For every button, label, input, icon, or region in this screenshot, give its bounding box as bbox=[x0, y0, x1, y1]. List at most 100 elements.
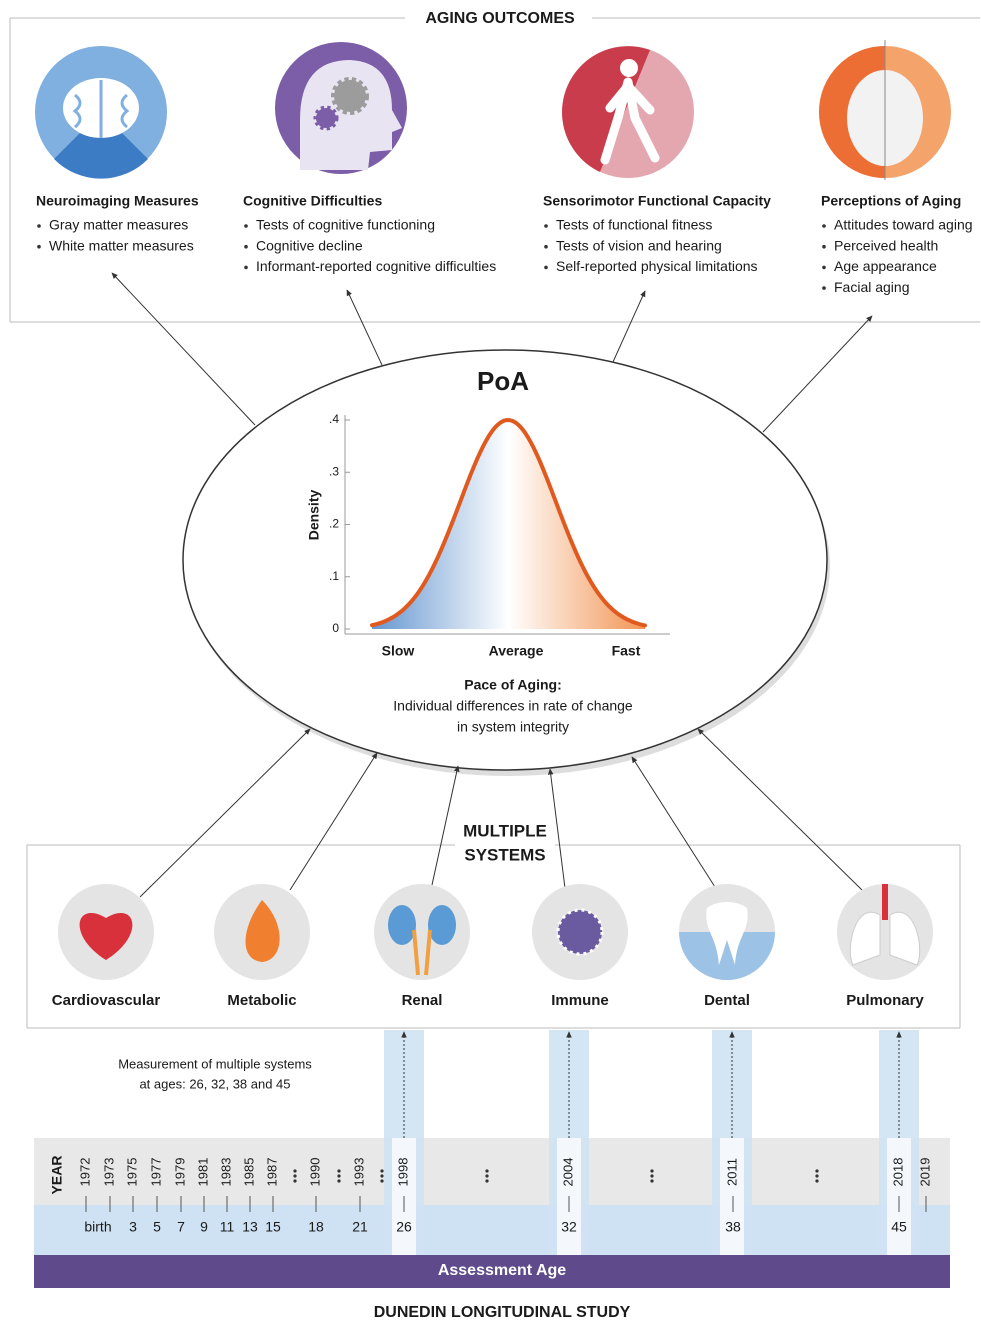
system-label: Metabolic bbox=[227, 992, 296, 1009]
age: 26 bbox=[396, 1219, 412, 1235]
arrow bbox=[547, 768, 566, 889]
year: 2004 bbox=[560, 1158, 575, 1187]
y-tick-label: .3 bbox=[329, 464, 339, 478]
y-tick-label: .4 bbox=[329, 412, 339, 426]
ellipsis-dot bbox=[380, 1179, 384, 1183]
brain-fold bbox=[72, 93, 130, 129]
water bbox=[679, 932, 775, 980]
bullet bbox=[822, 244, 826, 249]
systems-title: MULTIPLE bbox=[463, 821, 547, 840]
band-label: Assessment Age bbox=[438, 1262, 566, 1279]
bullet bbox=[822, 265, 826, 270]
icon-neuro bbox=[35, 46, 167, 179]
ellipsis-dot bbox=[650, 1169, 654, 1173]
outcome-item: Tests of cognitive functioning bbox=[256, 217, 435, 233]
year: 1987 bbox=[264, 1158, 279, 1187]
arrow bbox=[139, 728, 311, 898]
age: 3 bbox=[129, 1219, 137, 1235]
curve-fill bbox=[372, 420, 645, 629]
outcome-item: Tests of vision and hearing bbox=[556, 237, 722, 253]
arrow bbox=[346, 289, 383, 366]
arrow bbox=[111, 272, 256, 426]
year: 1972 bbox=[77, 1158, 92, 1187]
year: 1975 bbox=[124, 1158, 139, 1187]
bullet bbox=[244, 265, 248, 270]
arrow bbox=[762, 315, 873, 433]
section-title: AGING OUTCOMES bbox=[425, 10, 575, 27]
density-curve bbox=[370, 417, 647, 628]
ellipsis-dot bbox=[485, 1174, 489, 1178]
gear bbox=[313, 105, 339, 131]
x-label: Fast bbox=[612, 643, 641, 659]
assessment-band bbox=[34, 1255, 950, 1288]
outcome-title: Cognitive Difficulties bbox=[243, 193, 382, 209]
arrow bbox=[631, 756, 716, 888]
year: 1977 bbox=[148, 1158, 163, 1187]
bullet bbox=[244, 244, 248, 249]
kidney bbox=[388, 905, 416, 945]
bullet bbox=[822, 224, 826, 228]
year: 1979 bbox=[172, 1158, 187, 1187]
year: 1985 bbox=[241, 1158, 256, 1187]
measure-core bbox=[720, 1138, 744, 1255]
outcome-item: Cognitive decline bbox=[256, 237, 363, 253]
age: 7 bbox=[177, 1219, 185, 1235]
age: 18 bbox=[308, 1219, 324, 1235]
ellipsis-dot bbox=[337, 1179, 341, 1183]
walker-head bbox=[620, 59, 638, 77]
outcome-item: Self-reported physical limitations bbox=[556, 258, 758, 274]
ellipsis-dot bbox=[293, 1174, 297, 1178]
bullet bbox=[37, 244, 41, 249]
arrow bbox=[289, 752, 378, 891]
age: 9 bbox=[200, 1219, 208, 1235]
icon-cognitive bbox=[275, 42, 407, 174]
caption-line: Individual differences in rate of change bbox=[393, 698, 633, 714]
year-label: YEAR bbox=[49, 1156, 65, 1195]
poa-title: PoA bbox=[477, 366, 529, 396]
age: 32 bbox=[561, 1219, 577, 1235]
outcome-item: Perceived health bbox=[834, 237, 938, 253]
lungs bbox=[849, 911, 921, 966]
head bbox=[300, 60, 402, 170]
caption-title: Pace of Aging: bbox=[464, 677, 562, 693]
ellipsis-dot bbox=[337, 1169, 341, 1173]
ellipsis-dot bbox=[337, 1174, 341, 1178]
outcomes-frame bbox=[9, 17, 980, 323]
year: 1993 bbox=[351, 1158, 366, 1187]
year: 1983 bbox=[218, 1158, 233, 1187]
system-label: Renal bbox=[402, 992, 443, 1009]
outcome-item: Tests of functional fitness bbox=[556, 217, 712, 233]
outcome-item: White matter measures bbox=[49, 237, 194, 253]
cell bbox=[556, 908, 604, 956]
outcome-title: Neuroimaging Measures bbox=[36, 193, 199, 209]
arrow bbox=[697, 728, 863, 891]
arrow bbox=[612, 290, 646, 363]
x-label: Average bbox=[489, 643, 544, 659]
system-icon bbox=[374, 884, 470, 980]
outcome-item: Informant-reported cognitive difficultie… bbox=[256, 258, 496, 274]
y-tick-label: .1 bbox=[329, 569, 339, 583]
age: 11 bbox=[220, 1219, 235, 1235]
bullet bbox=[544, 224, 548, 228]
y-tick-label: 0 bbox=[332, 621, 339, 635]
outcome-title: Perceptions of Aging bbox=[821, 193, 961, 209]
outcome-item: Gray matter measures bbox=[49, 217, 188, 233]
age-band bbox=[34, 1205, 950, 1255]
flame bbox=[245, 900, 280, 962]
age: 5 bbox=[153, 1219, 161, 1235]
year: 1990 bbox=[307, 1158, 322, 1187]
ellipsis-dot bbox=[815, 1169, 819, 1173]
system-label: Pulmonary bbox=[846, 992, 924, 1009]
outcome-item: Attitudes toward aging bbox=[834, 217, 973, 233]
footer-title: DUNEDIN LONGITUDINAL STUDY bbox=[374, 1304, 631, 1321]
note-line: Measurement of multiple systems bbox=[118, 1056, 312, 1071]
icon-perceptions bbox=[819, 40, 951, 180]
year: 2011 bbox=[724, 1158, 739, 1186]
gear bbox=[331, 77, 369, 115]
bullet bbox=[37, 224, 41, 228]
year: 1981 bbox=[195, 1158, 210, 1187]
outcome-item: Facial aging bbox=[834, 279, 910, 295]
year: 1998 bbox=[395, 1158, 410, 1187]
year: 1973 bbox=[101, 1158, 116, 1187]
